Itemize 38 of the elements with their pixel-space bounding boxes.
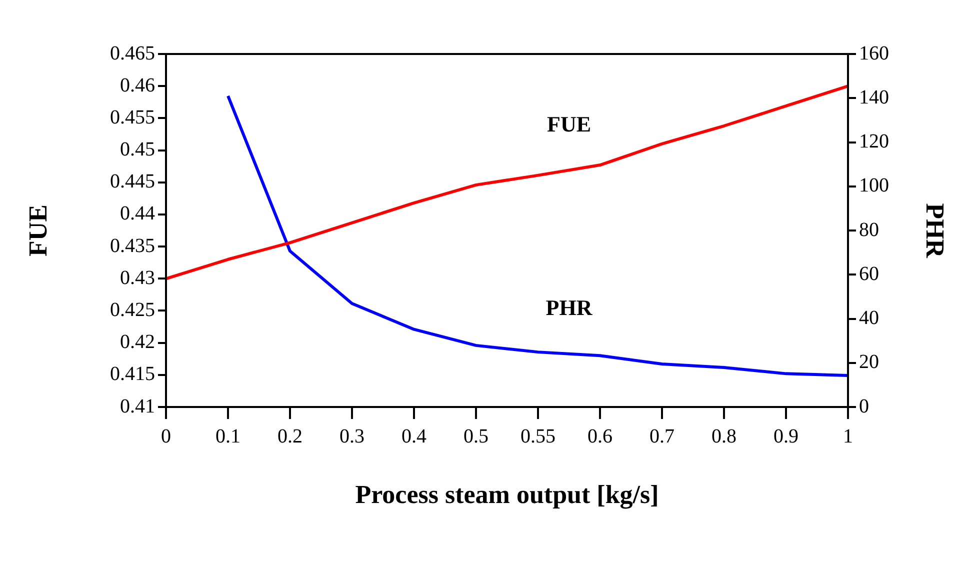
x-axis-title: Process steam output [kg/s] — [355, 480, 659, 510]
x-tick-label: 0.3 — [340, 425, 364, 448]
x-tick-label: 0.5 — [464, 425, 488, 448]
x-tick-label: 0 — [161, 425, 171, 448]
y-tick-label: 0.425 — [110, 298, 155, 321]
y-tick-label: 0.42 — [120, 331, 155, 354]
x-tick-label: 0.8 — [712, 425, 736, 448]
y2-tick-label: 140 — [859, 86, 889, 108]
x-tick-label: 0.2 — [278, 425, 302, 448]
y2-tick-label: 160 — [859, 42, 889, 64]
y2-tick-label: 40 — [859, 307, 879, 329]
x-tick-label: 0.4 — [402, 425, 426, 448]
x-tick-label: 1 — [843, 425, 853, 448]
y-tick-label: 0.41 — [120, 395, 155, 418]
y-tick-label: 0.435 — [110, 234, 155, 257]
y-tick-label: 0.45 — [120, 138, 155, 161]
y-tick-label: 0.46 — [120, 74, 155, 96]
x-tick-label: 0.1 — [216, 425, 240, 448]
y2-tick-label: 0 — [859, 395, 869, 418]
y-axis-title: FUE — [23, 204, 52, 256]
series-label: FUE — [547, 112, 591, 137]
y2-tick-label: 60 — [859, 262, 879, 285]
y-tick-label: 0.455 — [110, 106, 155, 128]
y2-axis-title: PHR — [920, 203, 950, 258]
y-tick-label: 0.415 — [110, 363, 155, 386]
y-tick-label: 0.44 — [120, 202, 155, 225]
x-tick-label: 0.55 — [520, 425, 556, 448]
y2-tick-label: 100 — [859, 174, 889, 197]
y2-tick-label: 20 — [859, 351, 879, 374]
x-tick-label: 0.9 — [774, 425, 798, 448]
series-label: PHR — [546, 294, 594, 320]
y-tick-label: 0.43 — [120, 266, 155, 289]
x-tick-label: 0.6 — [588, 425, 612, 448]
y2-tick-label: 80 — [859, 218, 879, 241]
x-tick-label: 0.7 — [650, 425, 674, 448]
y-tick-label: 0.445 — [110, 170, 155, 193]
y-tick-label: 0.465 — [110, 42, 155, 64]
y2-tick-label: 120 — [859, 130, 889, 152]
